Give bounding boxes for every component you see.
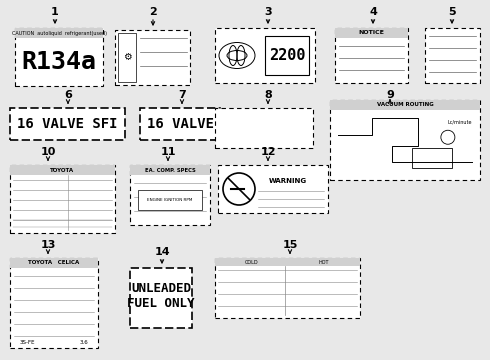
- Bar: [335, 28, 408, 83]
- Text: 16 VALVE: 16 VALVE: [147, 117, 214, 131]
- Text: ⚙: ⚙: [122, 53, 131, 63]
- Bar: [215, 258, 360, 318]
- Bar: [130, 268, 192, 328]
- Bar: [140, 108, 220, 140]
- Text: Lc/minute: Lc/minute: [448, 120, 472, 125]
- Text: 4: 4: [369, 7, 377, 17]
- Bar: [10, 258, 98, 348]
- Text: 15: 15: [282, 240, 298, 250]
- Text: 9: 9: [386, 90, 394, 100]
- Text: 2200: 2200: [269, 48, 305, 63]
- Bar: [10, 165, 115, 175]
- Text: EA. COMP. SPECS: EA. COMP. SPECS: [145, 167, 196, 172]
- Bar: [330, 100, 480, 110]
- Text: 13: 13: [40, 240, 56, 250]
- Bar: [115, 30, 190, 85]
- Text: 14: 14: [154, 247, 170, 257]
- Bar: [215, 108, 313, 148]
- Bar: [330, 100, 480, 180]
- Bar: [425, 28, 480, 83]
- Text: 3: 3: [264, 7, 272, 17]
- Bar: [130, 165, 210, 175]
- Bar: [265, 36, 309, 75]
- Text: TOYOTA   CELICA: TOYOTA CELICA: [28, 261, 80, 266]
- Text: TOYOTA: TOYOTA: [50, 167, 74, 172]
- Bar: [218, 165, 328, 213]
- Text: WARNING: WARNING: [269, 178, 307, 184]
- Bar: [15, 28, 103, 86]
- Bar: [138, 190, 202, 210]
- Bar: [335, 28, 408, 38]
- Text: 5: 5: [448, 7, 456, 17]
- Text: CAUTION  autoliquid  refrigerant(used): CAUTION autoliquid refrigerant(used): [11, 31, 106, 36]
- Ellipse shape: [219, 42, 255, 68]
- Text: UNLEADED
FUEL ONLY: UNLEADED FUEL ONLY: [127, 282, 195, 310]
- Bar: [130, 165, 210, 225]
- Text: ENGINE IGNITION RPM: ENGINE IGNITION RPM: [147, 198, 193, 202]
- Text: 1: 1: [51, 7, 59, 17]
- Bar: [15, 28, 103, 38]
- Text: 11: 11: [160, 147, 176, 157]
- Bar: [412, 148, 452, 167]
- Text: 6: 6: [64, 90, 72, 100]
- Text: 10: 10: [40, 147, 56, 157]
- Text: 2: 2: [149, 7, 157, 17]
- Bar: [10, 108, 125, 140]
- Circle shape: [223, 173, 255, 205]
- Text: 8: 8: [264, 90, 272, 100]
- Bar: [10, 165, 115, 233]
- Text: HOT: HOT: [318, 260, 329, 265]
- Text: NOTICE: NOTICE: [359, 31, 385, 36]
- Bar: [215, 258, 360, 266]
- Text: COLD: COLD: [245, 260, 258, 265]
- Bar: [118, 33, 136, 82]
- Text: 3S-FE: 3S-FE: [20, 339, 35, 345]
- Text: 3.6: 3.6: [79, 339, 88, 345]
- Text: R134a: R134a: [22, 50, 97, 74]
- Text: 7: 7: [178, 90, 186, 100]
- Bar: [10, 258, 98, 268]
- Bar: [215, 28, 315, 83]
- Text: 12: 12: [260, 147, 276, 157]
- Text: VACUUM ROUTING: VACUUM ROUTING: [377, 103, 433, 108]
- Text: 16 VALVE SFI: 16 VALVE SFI: [17, 117, 118, 131]
